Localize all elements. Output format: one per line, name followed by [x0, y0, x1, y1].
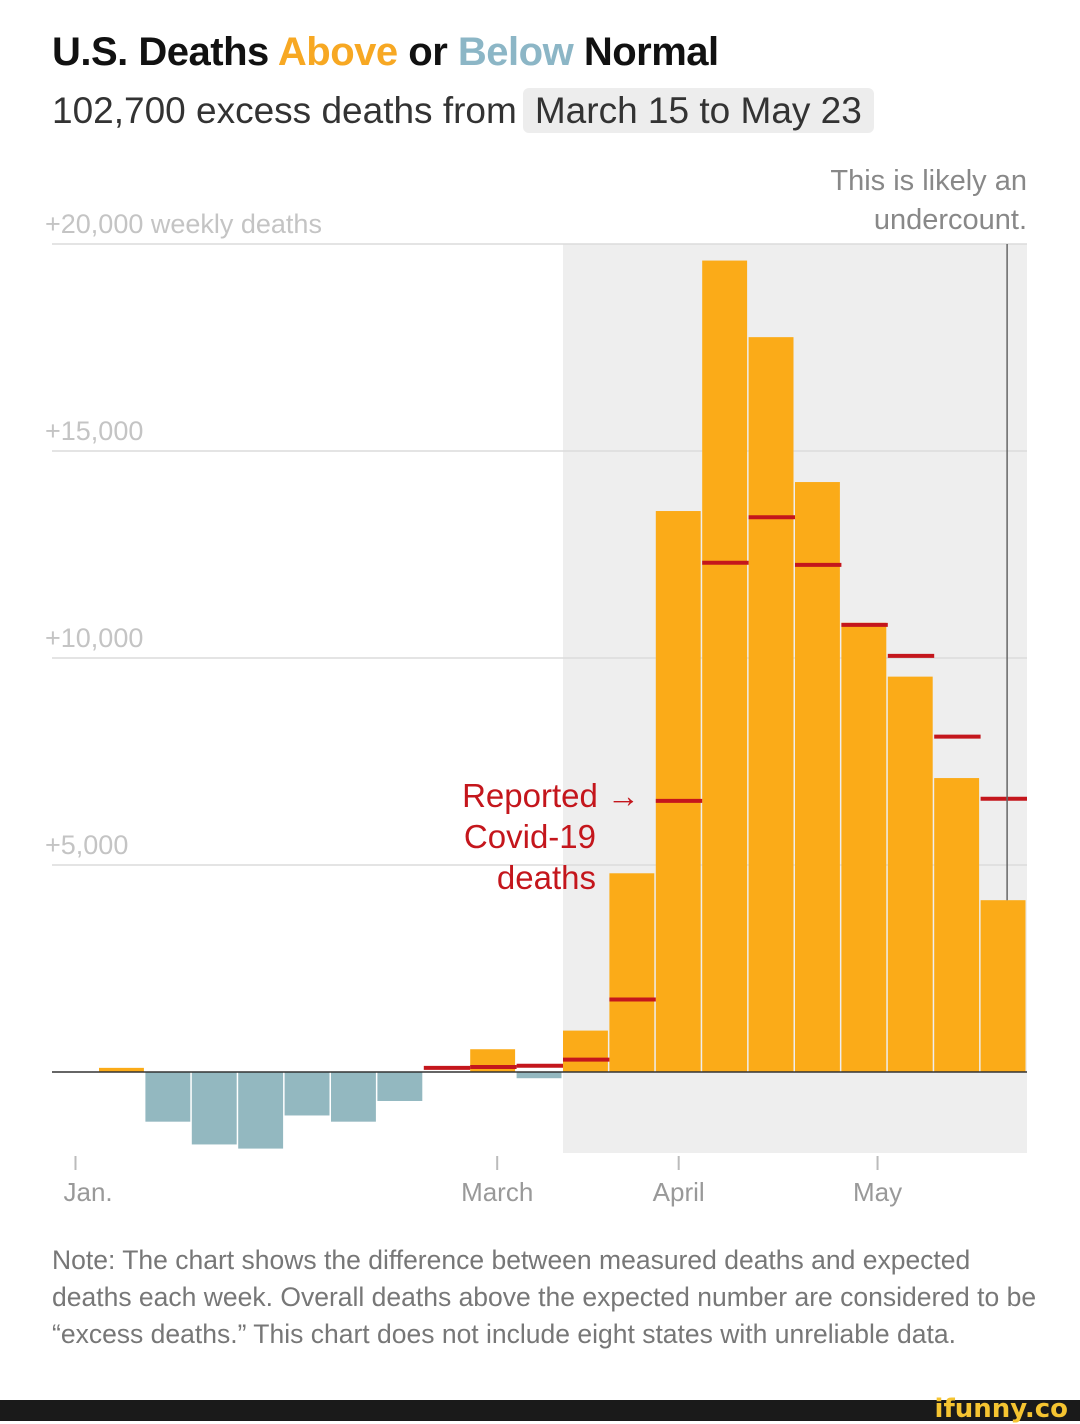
- subtitle-text: 102,700 excess deaths from: [52, 90, 517, 131]
- bar-excess-deaths: [377, 1072, 423, 1101]
- title-part: U.S. Deaths: [52, 30, 278, 74]
- bar-excess-deaths: [331, 1072, 376, 1122]
- bar-excess-deaths: [284, 1072, 330, 1116]
- covid-deaths-label: deaths: [497, 859, 596, 896]
- y-tick-label: +5,000: [45, 830, 128, 860]
- title-part: or: [397, 30, 458, 74]
- chart-title: U.S. Deaths Above or Below Normal: [52, 30, 719, 75]
- y-tick-label: +15,000: [45, 416, 143, 446]
- bar-excess-deaths: [145, 1072, 191, 1122]
- bar-excess-deaths: [702, 260, 748, 1072]
- footer-bar: ifunny.co: [0, 1394, 1080, 1424]
- date-range-selector[interactable]: March 15 to May 23: [522, 88, 874, 133]
- x-tick-label: March: [461, 1177, 533, 1207]
- title-below: Below: [457, 30, 574, 74]
- bar-excess-deaths: [980, 900, 1026, 1072]
- x-tick-label: Jan.: [63, 1177, 112, 1207]
- watermark-logo: ifunny.co: [934, 1394, 1068, 1424]
- bar-excess-deaths: [191, 1072, 237, 1145]
- bar-excess-deaths: [795, 482, 840, 1072]
- bar-excess-deaths: [841, 622, 887, 1072]
- bar-excess-deaths: [563, 1030, 608, 1072]
- bar-excess-deaths: [887, 676, 933, 1072]
- x-tick-label: May: [853, 1177, 902, 1207]
- title-above: Above: [277, 30, 398, 74]
- covid-deaths-label: Reported →: [462, 777, 640, 814]
- chart-note: Note: The chart shows the difference bet…: [52, 1245, 1037, 1349]
- chart-subtitle: 102,700 excess deaths from March 15 to Ma…: [52, 88, 874, 133]
- x-tick-label: April: [653, 1177, 705, 1207]
- y-tick-label: +10,000: [45, 623, 143, 653]
- bar-excess-deaths: [238, 1072, 284, 1149]
- excess-deaths-chart: +5,000 +10,000 +15,000 +20,000 weekly death…: [45, 165, 1027, 1207]
- bar-excess-deaths: [99, 1067, 144, 1072]
- bar-excess-deaths: [655, 511, 701, 1072]
- y-tick-label: +20,000 weekly deaths: [45, 209, 322, 239]
- title-part: Normal: [573, 30, 719, 74]
- bar-excess-deaths: [748, 337, 794, 1072]
- bar-excess-deaths: [934, 778, 980, 1072]
- undercount-annotation: undercount.: [874, 204, 1027, 236]
- undercount-annotation: This is likely an: [830, 165, 1027, 197]
- bar-excess-deaths: [609, 873, 655, 1072]
- covid-deaths-label: Covid-19: [464, 818, 596, 855]
- bar-excess-deaths: [516, 1072, 562, 1079]
